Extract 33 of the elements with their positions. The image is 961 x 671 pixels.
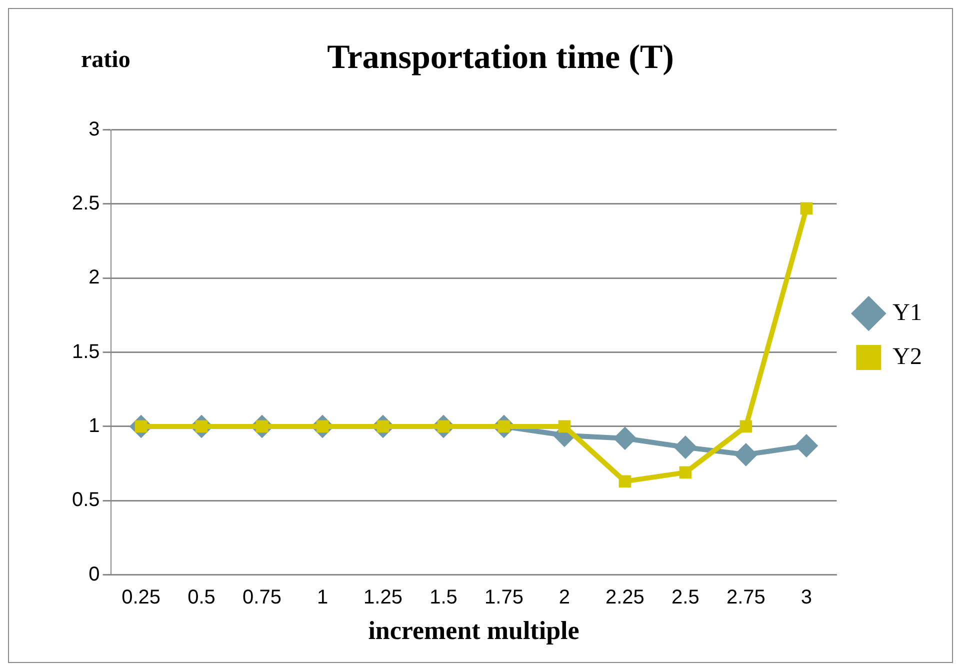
x-tick-label: 0.5 [188,586,216,608]
point [558,420,571,433]
x-tick-label: 2.5 [672,586,700,608]
x-tick-label: 0.25 [122,586,161,608]
point [800,202,813,215]
x-tick-label: 1.75 [484,586,524,608]
x-tick-label: 2.75 [726,586,766,608]
legend-label: Y2 [892,344,922,370]
point [734,443,758,466]
y-tick-label: 1.5 [72,340,100,363]
chart-title: Transportation time (T) [327,39,674,76]
x-tick-label: 1 [316,586,328,608]
y-tick-label: 3 [88,118,100,140]
y-tick-label: 0 [88,563,100,586]
x-tick-label: 2 [558,586,570,608]
y-axis-title: ratio [81,47,130,74]
point [674,436,697,459]
point [740,420,752,433]
legend-label: Y1 [892,300,922,326]
x-tick-label: 1.5 [430,586,458,608]
y-tick-label: 2.5 [72,192,100,214]
point [613,426,636,450]
y-tick-label: 0.5 [72,489,100,512]
point [618,475,632,488]
point [679,466,692,479]
x-tick-label: 2.25 [605,586,644,608]
x-axis-title: increment multiple [368,616,580,646]
y-tick-label: 1 [88,414,100,437]
y-tick-label: 2 [88,266,100,289]
x-tick-label: 1.25 [364,586,402,608]
x-tick-label: 3 [800,586,812,608]
x-tick-label: 0.75 [242,586,282,608]
point [794,434,818,458]
